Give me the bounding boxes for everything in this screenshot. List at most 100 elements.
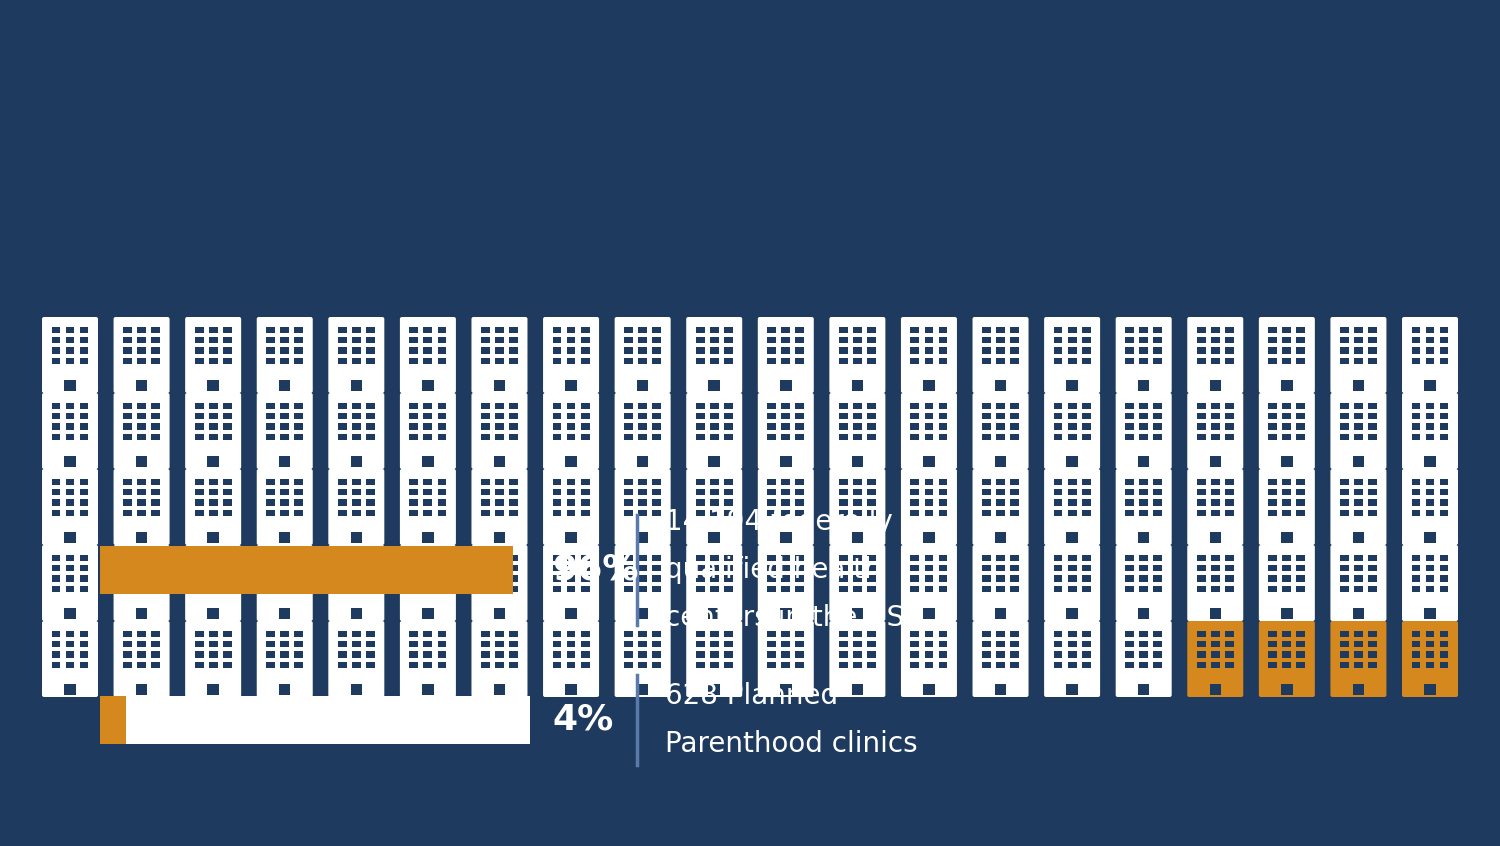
FancyBboxPatch shape (830, 621, 885, 697)
Bar (280, 479, 290, 485)
Bar (338, 413, 346, 420)
Bar (853, 348, 862, 354)
Bar (1010, 358, 1019, 365)
Bar (996, 586, 1005, 592)
Bar (1053, 662, 1062, 668)
FancyBboxPatch shape (1116, 469, 1172, 545)
Bar (624, 586, 633, 592)
Bar (1082, 358, 1090, 365)
Bar (422, 456, 434, 467)
Bar (1082, 337, 1090, 343)
Bar (338, 358, 346, 365)
Bar (1269, 413, 1276, 420)
Bar (279, 380, 291, 391)
Bar (1010, 586, 1019, 592)
Bar (624, 337, 633, 343)
Bar (280, 575, 290, 582)
Bar (782, 651, 790, 658)
Bar (1068, 651, 1077, 658)
Bar (1010, 479, 1019, 485)
Bar (696, 575, 705, 582)
Bar (1082, 327, 1090, 333)
FancyBboxPatch shape (902, 621, 957, 697)
Bar (1226, 499, 1233, 506)
Bar (1210, 555, 1219, 561)
Bar (195, 413, 204, 420)
Bar (294, 641, 303, 647)
Bar (423, 586, 432, 592)
Bar (494, 684, 506, 695)
Bar (1340, 358, 1348, 365)
Bar (66, 555, 75, 561)
Bar (482, 641, 490, 647)
Bar (624, 348, 633, 354)
Bar (782, 565, 790, 572)
Bar (1282, 555, 1292, 561)
Bar (366, 337, 375, 343)
Bar (1210, 499, 1219, 506)
Bar (638, 499, 646, 506)
Bar (652, 337, 662, 343)
Bar (294, 337, 303, 343)
Bar (638, 565, 646, 572)
Bar (495, 510, 504, 516)
Bar (724, 565, 732, 572)
Bar (782, 337, 790, 343)
Bar (624, 662, 633, 668)
Bar (867, 651, 876, 658)
Bar (910, 327, 920, 333)
FancyBboxPatch shape (758, 469, 814, 545)
Bar (910, 662, 920, 668)
Bar (795, 662, 804, 668)
Bar (338, 565, 346, 572)
FancyBboxPatch shape (615, 317, 670, 393)
Bar (352, 641, 360, 647)
Bar (795, 479, 804, 485)
Bar (1068, 586, 1077, 592)
Bar (66, 499, 75, 506)
Bar (1368, 630, 1377, 637)
FancyBboxPatch shape (184, 621, 242, 697)
Bar (768, 424, 776, 430)
Bar (1340, 630, 1348, 637)
Bar (580, 348, 590, 354)
Bar (136, 510, 146, 516)
Bar (996, 348, 1005, 354)
Bar (939, 641, 948, 647)
Bar (996, 434, 1005, 441)
Bar (494, 456, 506, 467)
Bar (1425, 565, 1434, 572)
FancyBboxPatch shape (256, 393, 312, 469)
Bar (123, 641, 132, 647)
Bar (1269, 403, 1276, 409)
Bar (509, 337, 518, 343)
Bar (1296, 479, 1305, 485)
Bar (839, 413, 848, 420)
Bar (136, 586, 146, 592)
Bar (552, 510, 561, 516)
Bar (696, 348, 705, 354)
Bar (696, 662, 705, 668)
Bar (51, 424, 60, 430)
Bar (209, 358, 218, 365)
Bar (1282, 434, 1292, 441)
Bar (482, 499, 490, 506)
Bar (195, 479, 204, 485)
Bar (209, 327, 218, 333)
Bar (552, 662, 561, 668)
Bar (1210, 479, 1219, 485)
Bar (1010, 489, 1019, 496)
Bar (939, 630, 948, 637)
Bar (351, 380, 361, 391)
Bar (795, 641, 804, 647)
FancyBboxPatch shape (471, 469, 528, 545)
Bar (867, 586, 876, 592)
Bar (100, 696, 530, 744)
Bar (509, 630, 518, 637)
Bar (552, 499, 561, 506)
Bar (1340, 575, 1348, 582)
Bar (696, 434, 705, 441)
Bar (1082, 641, 1090, 647)
Bar (1210, 651, 1219, 658)
Bar (267, 575, 274, 582)
